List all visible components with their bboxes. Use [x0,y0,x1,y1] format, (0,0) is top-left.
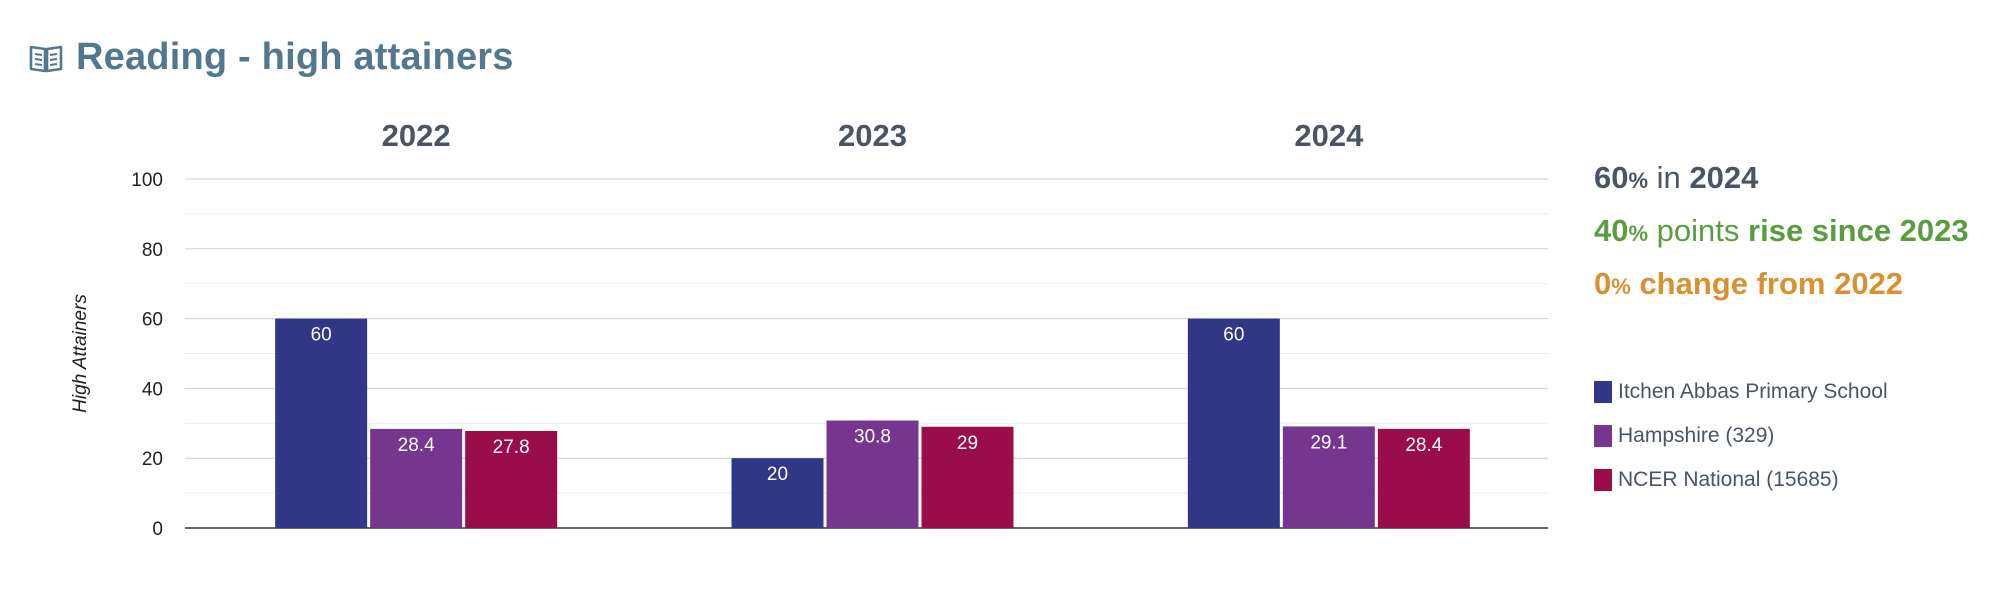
data-label: 27.8 [493,437,530,458]
chart-title: Reading - high attainers [76,36,514,78]
bar [1377,428,1470,528]
chart-legend: Itchen Abbas Primary School Hampshire (3… [1594,370,1888,502]
y-tick-label: 40 [142,379,163,400]
book-icon [29,45,63,72]
summary-current: 60% in 2024 [1594,158,1994,201]
summary-rise-pct: % [1628,221,1649,246]
summary-current-pct: % [1628,168,1649,193]
bar [370,428,463,528]
bar [275,318,368,528]
summary-rise-text: rise since 2023 [1748,213,1969,248]
legend-swatch-national [1594,469,1612,491]
data-label: 60 [311,325,332,346]
y-tick-label: 100 [131,170,163,191]
summary-change-text: change from 2022 [1639,266,1904,301]
bar [826,420,919,528]
category-label: 2022 [382,118,451,153]
data-label: 28.4 [1405,435,1442,456]
summary-current-year: 2024 [1689,160,1759,195]
summary-rise-points: points [1656,213,1740,248]
y-axis-title: High Attainers [70,294,91,413]
legend-swatch-hampshire [1594,425,1612,447]
chart-header: Reading - high attainers [28,36,514,79]
summary-change: 0% change from 2022 [1594,264,1994,307]
bar-chart: 0 20 40 60 80 100 High Attainers 2022 60 28.4 27.8… [70,118,1548,540]
legend-label-school: Itchen Abbas Primary School [1618,380,1888,403]
summary-change-value: 0 [1594,266,1612,301]
y-tick-label: 0 [152,519,163,540]
summary-rise-value: 40 [1594,213,1629,248]
category-label: 2023 [838,118,907,153]
legend-label-hampshire: Hampshire (329) [1618,424,1775,447]
summary-change-pct: % [1611,274,1631,299]
summary-current-in: in [1656,160,1681,195]
y-tick-label: 20 [142,449,163,470]
bar [1282,426,1375,528]
summary-panel: 60% in 2024 40% points rise since 2023 0… [1594,158,1994,317]
summary-current-value: 60 [1594,160,1629,195]
legend-item-school[interactable]: Itchen Abbas Primary School [1594,370,1888,414]
category-label: 2024 [1294,118,1364,153]
data-label: 29 [957,433,978,454]
legend-swatch-school [1594,381,1612,403]
bar [1187,318,1280,528]
bar [465,430,558,528]
data-label: 30.8 [854,427,891,448]
legend-item-national[interactable]: NCER National (15685) [1594,458,1888,502]
y-tick-label: 60 [142,310,163,331]
legend-item-hampshire[interactable]: Hampshire (329) [1594,414,1888,458]
data-label: 29.1 [1310,432,1347,453]
y-tick-label: 80 [142,240,163,261]
bar [731,458,824,528]
summary-rise: 40% points rise since 2023 [1594,211,1994,254]
data-label: 60 [1223,325,1244,346]
data-label: 28.4 [398,435,435,456]
data-label: 20 [767,464,788,485]
legend-label-national: NCER National (15685) [1618,468,1839,491]
bar [921,426,1014,528]
